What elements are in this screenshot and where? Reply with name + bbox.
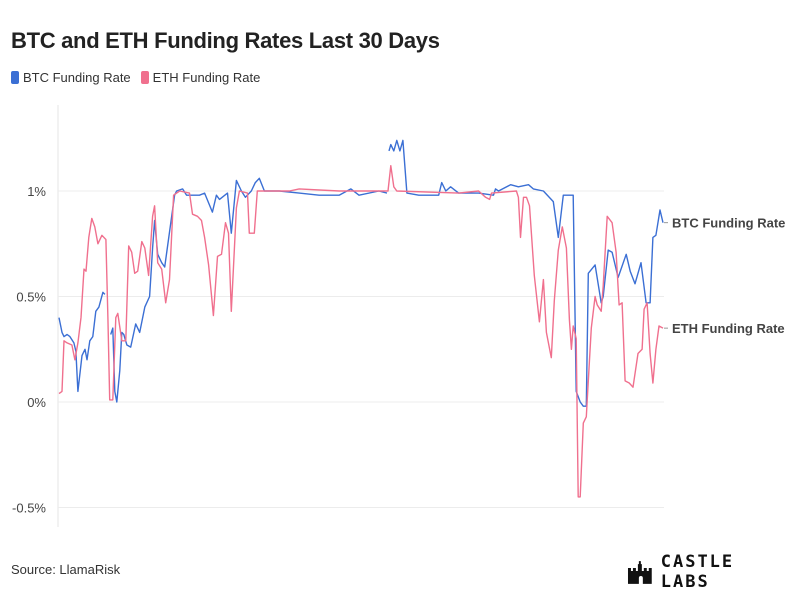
end-label-eth: ETH Funding Rate [672,321,785,336]
legend-item-btc: BTC Funding Rate [11,70,131,85]
legend-swatch-eth [140,71,149,84]
series-line-btc [58,139,664,407]
castle-labs-logo: CASTLE LABS [627,552,794,592]
y-tick-label: -0.5% [12,501,46,516]
legend: BTC Funding Rate ETH Funding Rate [11,70,260,85]
end-label-btc: BTC Funding Rate [672,216,785,231]
castle-icon [627,561,652,584]
series-line-eth [58,165,664,498]
y-tick-label: 1% [27,184,46,199]
legend-label-eth: ETH Funding Rate [152,70,261,85]
chart-title: BTC and ETH Funding Rates Last 30 Days [11,28,440,53]
legend-label-btc: BTC Funding Rate [23,70,131,85]
y-tick-label: 0% [27,395,46,410]
source-note: Source: LlamaRisk [11,562,121,577]
y-tick-label: 0.5% [16,290,46,305]
legend-item-eth: ETH Funding Rate [140,70,261,85]
logo-text: CASTLE LABS [660,552,735,592]
legend-swatch-btc [11,71,19,84]
